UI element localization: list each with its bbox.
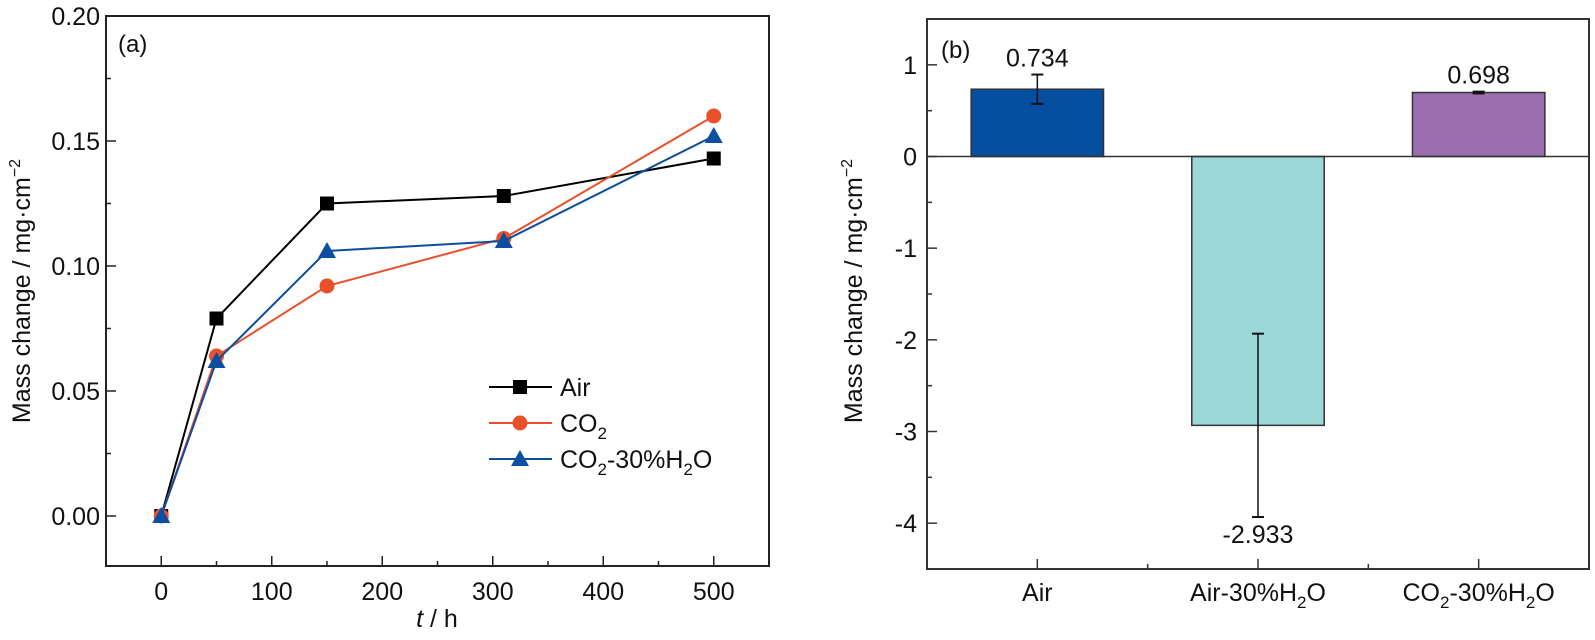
y-axis-title-sup: −2 xyxy=(839,159,856,177)
y-axis-title-sup: −2 xyxy=(7,159,24,177)
panel-a-series xyxy=(152,108,723,524)
text-part: Air-30%H xyxy=(1190,579,1297,607)
panel-a-label: (a) xyxy=(118,31,147,58)
y-tick-label: -3 xyxy=(895,419,917,447)
legend-label-co2: CO2 xyxy=(560,410,607,443)
panel-a-plot-frame xyxy=(105,15,770,567)
y-tick-label: 0.10 xyxy=(51,253,100,281)
data-point-air-square-marker xyxy=(706,151,721,166)
data-point-air-square-marker xyxy=(209,311,224,326)
subscript: 2 xyxy=(598,460,607,479)
y-tick-label: -2 xyxy=(895,327,917,355)
panel-b-bar-chart: 0.734 -2.933 0.698 (b) -4 -3 -2 -1 0 1 Air Air-3… xyxy=(839,18,1590,612)
text-part: O xyxy=(1307,579,1326,607)
text-part: Air xyxy=(560,374,591,402)
y-tick-label: 0.05 xyxy=(51,378,100,406)
subscript: 2 xyxy=(1297,593,1306,612)
x-category-label-air-30-h2o: Air-30%H2O xyxy=(1190,579,1326,612)
legend-label-co2-30-h2o: CO2-30%H2O xyxy=(560,446,712,479)
data-label-co2-30-h2o: 0.698 xyxy=(1447,62,1510,90)
x-tick-label: 100 xyxy=(251,578,293,606)
legend-item-co2: CO2 xyxy=(489,410,607,443)
subscript: 2 xyxy=(1526,593,1535,612)
legend-square-marker xyxy=(513,380,527,394)
y-tick-label: 0.15 xyxy=(51,128,100,156)
x-tick-label: 400 xyxy=(582,578,624,606)
data-point-air-square-marker xyxy=(496,189,511,203)
y-tick-label: 0.00 xyxy=(51,503,100,531)
data-point-co2-30-h2o-triangle-marker xyxy=(704,127,723,143)
panel-a-x-axis-title: t / h xyxy=(416,605,458,633)
text-part: CO xyxy=(1403,579,1441,607)
data-point-co2-circle-marker xyxy=(319,278,335,294)
legend-circle-marker xyxy=(512,415,528,431)
bar-group-air-30-h2o: -2.933 xyxy=(1191,155,1325,549)
text-part: CO xyxy=(560,410,598,438)
subscript: 2 xyxy=(1440,593,1449,612)
legend-triangle-marker xyxy=(511,450,529,466)
x-tick-label: 0 xyxy=(154,578,168,606)
y-axis-title-text: Mass change / mg·cm xyxy=(8,177,36,423)
data-label-air-30-h2o: -2.933 xyxy=(1223,521,1294,549)
legend-item-air: Air xyxy=(489,374,591,402)
x-category-label-co2-30-h2o: CO2-30%H2O xyxy=(1403,579,1555,612)
y-tick-label: -4 xyxy=(895,510,917,538)
text-part: CO xyxy=(560,446,598,474)
x-tick-label: 300 xyxy=(472,578,514,606)
y-tick-label: -1 xyxy=(895,235,917,263)
subscript: 2 xyxy=(683,460,692,479)
x-tick-label: 500 xyxy=(693,578,735,606)
panel-b-y-ticks: -4 -3 -2 -1 0 1 xyxy=(895,52,937,570)
y-tick-label: 0 xyxy=(903,144,917,172)
legend-item-co2-30-h2o: CO2-30%H2O xyxy=(489,446,712,479)
panel-b-bars: 0.734 -2.933 0.698 xyxy=(927,45,1589,549)
x-axis-title-italic: t xyxy=(416,605,424,633)
x-tick-label: 200 xyxy=(361,578,403,606)
data-label-air: 0.734 xyxy=(1006,45,1069,73)
panel-a-y-ticks: 0.00 0.05 0.10 0.15 0.20 xyxy=(51,3,116,531)
bar-group-air: 0.734 xyxy=(970,45,1105,158)
legend-label-air: Air xyxy=(560,374,591,402)
data-point-air-square-marker xyxy=(320,196,334,211)
data-point-co2-30-h2o-triangle-marker xyxy=(494,232,513,248)
data-point-co2-circle-marker xyxy=(706,108,722,124)
y-tick-label: 0.20 xyxy=(51,3,100,31)
x-category-label-air: Air xyxy=(1022,579,1053,607)
text-part: -30%H xyxy=(607,446,683,474)
bar-group-co2-30-h2o: 0.698 xyxy=(1411,62,1546,158)
panel-a-x-ticks: 0 100 200 300 400 500 xyxy=(154,556,735,606)
panel-a-y-axis-title: Mass change / mg·cm−2 xyxy=(7,159,36,423)
bar-co2-30-h2o xyxy=(1411,91,1546,158)
y-axis-title-text: Mass change / mg·cm xyxy=(840,177,868,423)
panel-b-x-ticks: Air Air-30%H2O CO2-30%H2O xyxy=(1022,559,1555,612)
panel-a-line-chart: (a) 0 100 200 300 400 500 0.00 0.05 0.10 0.15 0.2… xyxy=(7,3,770,633)
text-part: O xyxy=(693,446,712,474)
data-point-co2-30-h2o-triangle-marker xyxy=(318,242,336,258)
text-part: O xyxy=(1535,579,1554,607)
series-co2-30-h2o xyxy=(152,127,723,523)
panel-b-label: (b) xyxy=(941,37,970,64)
panel-b-y-axis-title: Mass change / mg·cm−2 xyxy=(839,159,868,423)
subscript: 2 xyxy=(598,424,607,443)
data-point-co2-30-h2o-triangle-marker xyxy=(152,507,171,523)
text-part: -30%H xyxy=(1449,579,1525,607)
x-axis-title-unit: / h xyxy=(423,605,458,633)
y-tick-label: 1 xyxy=(903,52,917,80)
data-point-co2-30-h2o-triangle-marker xyxy=(207,352,226,368)
text-part: Air xyxy=(1022,579,1053,607)
